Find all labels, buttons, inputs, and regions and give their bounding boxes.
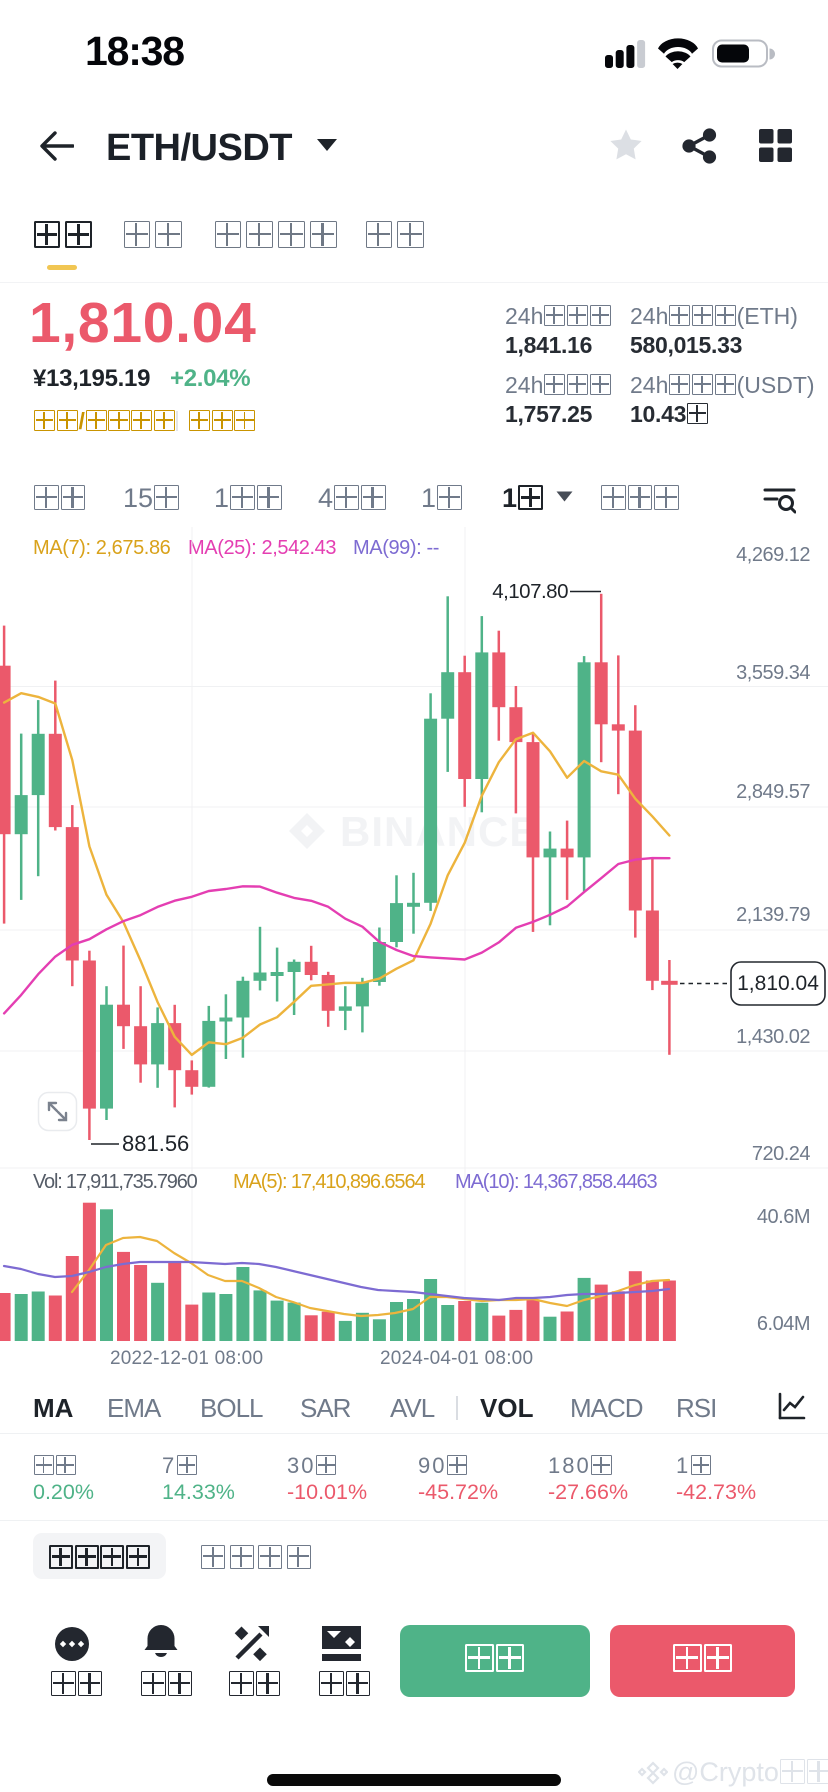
svg-text:1,810.04: 1,810.04 <box>737 972 819 995</box>
svg-text:BINANCE: BINANCE <box>340 808 538 855</box>
svg-text:881.56: 881.56 <box>122 1131 189 1156</box>
svg-text:4,107.80: 4,107.80 <box>492 580 568 603</box>
